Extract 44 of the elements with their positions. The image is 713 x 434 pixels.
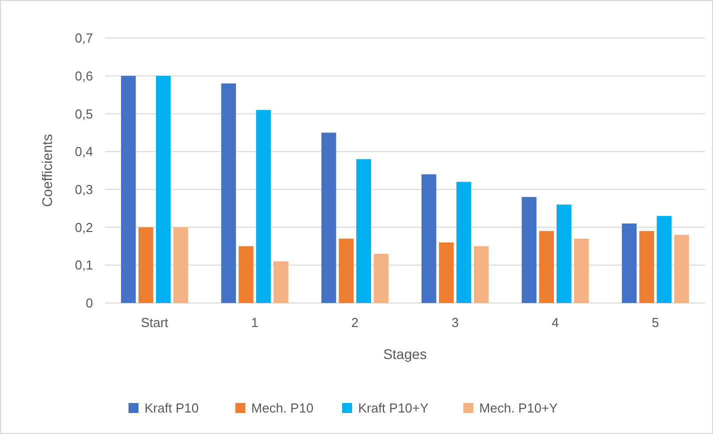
bar xyxy=(338,238,354,303)
bar xyxy=(474,246,489,303)
x-tick-label: 2 xyxy=(351,315,359,330)
bar xyxy=(173,227,188,303)
bar xyxy=(238,246,254,303)
bar xyxy=(221,83,236,303)
y-axis-title: Coefficients xyxy=(39,134,55,207)
x-tick-label: Start xyxy=(140,315,169,330)
legend-label: Mech. P10+Y xyxy=(479,400,558,416)
bar xyxy=(456,182,472,303)
bar xyxy=(674,234,689,303)
bar xyxy=(556,204,572,303)
y-tick-label: 0,6 xyxy=(74,68,93,84)
bar xyxy=(522,197,536,303)
bar xyxy=(374,254,388,303)
legend-label: Kraft P10 xyxy=(144,400,199,416)
bar xyxy=(438,242,454,303)
bar xyxy=(321,132,336,303)
y-tick-label: 0 xyxy=(86,296,93,311)
y-tick-label: 0,7 xyxy=(74,30,93,46)
y-tick-label: 0,4 xyxy=(74,144,93,160)
bar xyxy=(422,174,436,303)
y-tick-label: 0,5 xyxy=(74,106,93,122)
bar xyxy=(256,110,271,303)
x-tick-label: 1 xyxy=(251,315,258,330)
bar xyxy=(539,231,554,303)
x-tick-label: 3 xyxy=(451,315,459,330)
x-tick-label: 5 xyxy=(652,315,660,330)
legend-label: Mech. P10 xyxy=(251,400,314,416)
y-tick-label: 0,3 xyxy=(74,182,93,197)
y-tick-label: 0,2 xyxy=(74,220,93,235)
bar xyxy=(121,76,136,303)
x-tick-label: 4 xyxy=(552,315,559,330)
bar xyxy=(156,76,171,303)
bar xyxy=(138,227,154,303)
bar xyxy=(656,216,672,303)
bar xyxy=(639,231,654,303)
bar xyxy=(574,238,589,303)
y-tick-label: 0,1 xyxy=(74,258,93,273)
bar xyxy=(356,159,372,303)
x-axis-title: Stages xyxy=(383,346,427,362)
bar xyxy=(274,261,288,303)
legend-label: Kraft P10+Y xyxy=(358,400,429,416)
bar xyxy=(622,224,637,303)
